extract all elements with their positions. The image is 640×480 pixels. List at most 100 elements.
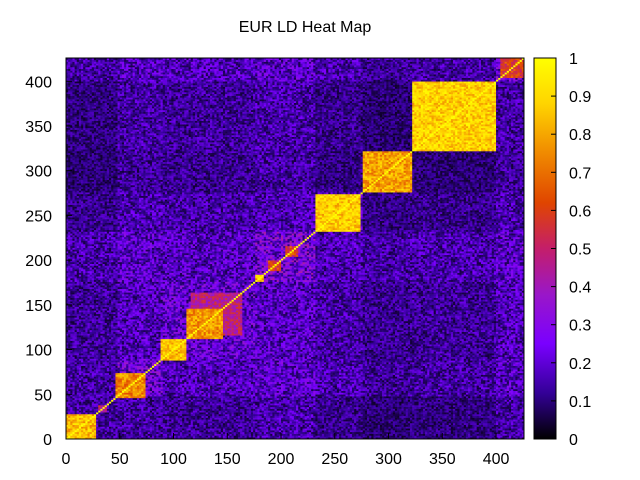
heatmap-cell xyxy=(89,433,93,436)
heatmap-cell xyxy=(106,136,110,139)
heatmap-cell xyxy=(76,272,80,275)
heatmap-cell xyxy=(102,163,105,166)
heatmap-cell xyxy=(76,120,80,123)
heatmap-cell xyxy=(72,415,75,418)
heatmap-cell xyxy=(89,261,93,265)
heatmap-cell xyxy=(113,396,116,399)
heatmap-cell xyxy=(74,220,78,223)
heatmap-cell xyxy=(104,358,108,361)
heatmap-cell xyxy=(81,122,84,125)
heatmap-cell xyxy=(85,201,88,204)
heatmap-cell xyxy=(111,68,114,71)
heatmap-cell xyxy=(78,329,82,332)
heatmap-cell xyxy=(102,412,105,415)
heatmap-cell xyxy=(113,145,116,148)
heatmap-cell xyxy=(81,165,84,168)
heatmap-cell xyxy=(91,120,95,123)
heatmap-cell xyxy=(81,344,84,347)
heatmap-cell xyxy=(96,127,99,130)
heatmap-cell xyxy=(85,134,88,138)
heatmap-cell xyxy=(100,244,103,247)
heatmap-cell xyxy=(113,224,116,227)
heatmap-cell xyxy=(83,100,86,104)
heatmap-cell xyxy=(98,120,101,123)
heatmap-cell xyxy=(93,283,97,286)
heatmap-cell xyxy=(91,215,95,218)
heatmap-cell xyxy=(81,315,84,318)
heatmap-cell xyxy=(100,61,103,64)
heatmap-cell xyxy=(98,367,101,370)
heatmap-cell xyxy=(76,168,80,171)
heatmap-cell xyxy=(70,188,73,191)
heatmap-cell xyxy=(78,385,82,388)
heatmap-cell xyxy=(74,347,78,350)
heatmap-cell xyxy=(104,111,108,114)
heatmap-cell xyxy=(98,437,101,439)
heatmap-cell xyxy=(78,304,82,307)
heatmap-cell xyxy=(96,161,99,164)
heatmap-cell xyxy=(104,252,108,256)
heatmap-cell xyxy=(109,231,112,234)
heatmap-cell xyxy=(102,240,105,243)
heatmap-cell xyxy=(98,142,101,145)
heatmap-cell xyxy=(113,274,116,277)
heatmap-cell xyxy=(93,258,97,261)
heatmap-cell xyxy=(109,161,112,164)
heatmap-cell xyxy=(83,337,86,340)
heatmap-cell xyxy=(111,204,114,207)
heatmap-cell xyxy=(106,417,110,420)
heatmap-cell xyxy=(102,134,105,138)
heatmap-cell xyxy=(106,301,110,304)
heatmap-cell xyxy=(96,374,99,377)
heatmap-cell xyxy=(66,233,69,236)
heatmap-cell xyxy=(76,74,80,77)
heatmap-cell xyxy=(102,390,105,393)
heatmap-cell xyxy=(87,278,90,281)
heatmap-cell xyxy=(109,111,112,114)
heatmap-cell xyxy=(98,129,101,132)
heatmap-cell xyxy=(106,376,110,379)
heatmap-cell xyxy=(109,122,112,125)
heatmap-cell xyxy=(96,115,99,118)
heatmap-cell xyxy=(70,394,73,397)
heatmap-cell xyxy=(83,367,86,370)
heatmap-cell xyxy=(68,168,71,171)
heatmap-cell xyxy=(113,156,116,159)
heatmap-cell xyxy=(100,72,103,75)
heatmap-cell xyxy=(78,125,82,129)
heatmap-cell xyxy=(70,294,73,297)
heatmap-cell xyxy=(87,328,90,331)
heatmap-cell xyxy=(76,306,80,309)
heatmap-cell xyxy=(93,127,97,130)
heatmap-cell xyxy=(70,68,73,71)
heatmap-cell xyxy=(85,59,88,62)
heatmap-cell xyxy=(74,417,78,420)
heatmap-cell xyxy=(76,142,80,145)
heatmap-cell xyxy=(70,81,73,84)
heatmap-cell xyxy=(115,283,118,286)
heatmap-cell xyxy=(89,392,93,395)
heatmap-cell xyxy=(81,276,84,279)
heatmap-cell xyxy=(113,294,116,297)
heatmap-cell xyxy=(102,74,105,77)
heatmap-cell xyxy=(111,100,114,104)
heatmap-cell xyxy=(87,288,90,291)
heatmap-cell xyxy=(111,272,114,275)
heatmap-cell xyxy=(113,124,116,127)
heatmap-cell xyxy=(106,86,110,89)
heatmap-cell xyxy=(115,413,118,417)
heatmap-cell xyxy=(70,428,73,431)
heatmap-cell xyxy=(76,406,80,409)
heatmap-cell xyxy=(96,83,99,86)
heatmap-cell xyxy=(85,337,88,340)
heatmap-cell xyxy=(68,412,71,415)
heatmap-cell xyxy=(72,281,75,284)
heatmap-cell xyxy=(83,267,86,270)
heatmap-cell xyxy=(85,281,88,284)
heatmap-cell xyxy=(93,319,97,322)
heatmap-cell xyxy=(96,304,99,307)
heatmap-cell xyxy=(68,371,71,374)
heatmap-cell xyxy=(93,412,97,415)
heatmap-cell xyxy=(111,381,114,384)
heatmap-cell xyxy=(106,58,110,61)
